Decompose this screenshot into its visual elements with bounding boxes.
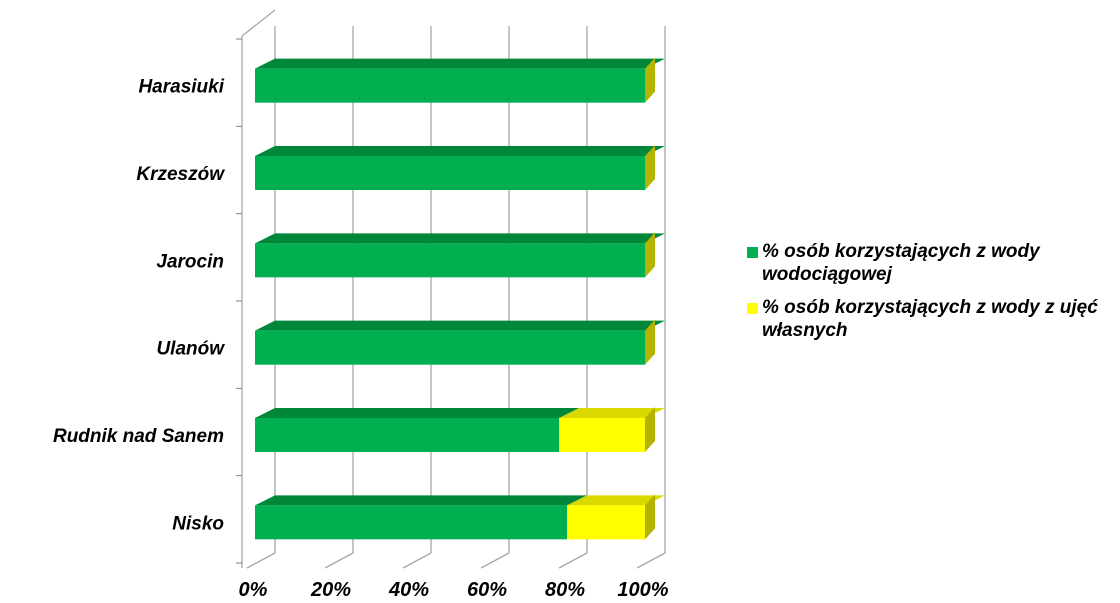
legend-item-tap-water: % osób korzystających z wody wodociągowe… <box>747 240 1117 286</box>
x-axis-tick-labels: 0% 20% 40% 60% 80% 100% <box>239 579 669 601</box>
bar-0-s0 <box>255 68 645 103</box>
bar-top-3-s0 <box>255 320 665 331</box>
x-tick-label-5: 100% <box>617 579 668 601</box>
bar-3-s0 <box>255 330 645 365</box>
legend-label-own-intake: % osób korzystających z wody z ujęć włas… <box>762 297 1098 341</box>
bar-side-0 <box>645 57 655 103</box>
legend-swatch-own-intake <box>747 303 758 314</box>
category-label-2: Jarocin <box>156 251 224 272</box>
legend-label-tap-water: % osób korzystających z wody wodociągowe… <box>762 241 1040 285</box>
category-labels: Harasiuki Krzeszów Jarocin Ulanów Rudnik nad… <box>53 77 225 535</box>
bar-side-5 <box>645 494 655 540</box>
bar-side-4 <box>645 407 655 452</box>
bar-4-s1 <box>559 418 645 452</box>
bar-5-s0 <box>255 505 567 540</box>
bar-side-1 <box>645 145 655 190</box>
legend-swatch-tap-water <box>747 247 758 258</box>
bar-2-s0 <box>255 243 645 278</box>
gridlines <box>241 9 666 569</box>
bar-1-s0 <box>255 156 645 190</box>
x-tick-label-3: 60% <box>467 579 507 601</box>
x-tick-label-4: 80% <box>545 579 585 601</box>
x-tick-label-1: 20% <box>310 579 351 601</box>
category-label-5: Nisko <box>172 513 224 534</box>
bar-top-4-s1 <box>559 408 665 418</box>
bar-side-3 <box>645 319 655 365</box>
category-label-3: Ulanów <box>156 339 225 360</box>
bar-top-1-s0 <box>255 146 665 156</box>
x-tick-label-2: 40% <box>388 579 429 601</box>
bar-top-5-s0 <box>255 495 587 506</box>
side-wall-top-edge <box>241 9 276 37</box>
bar-5-s1 <box>567 505 645 540</box>
bar-4-s0 <box>255 418 560 452</box>
floor-gridline-2 <box>402 552 432 569</box>
floor-gridline-3 <box>480 552 510 569</box>
bars <box>255 57 665 540</box>
category-label-4: Rudnik nad Sanem <box>53 426 224 447</box>
floor-gridline-4 <box>558 552 588 569</box>
legend: % osób korzystających z wody wodociągowe… <box>747 240 1117 352</box>
bar-top-0-s0 <box>255 58 665 69</box>
floor-gridline-0 <box>246 552 276 569</box>
x-tick-label-0: 0% <box>239 579 268 601</box>
bar-top-2-s0 <box>255 233 665 244</box>
bar-top-4-s0 <box>255 408 580 418</box>
category-label-0: Harasiuki <box>138 77 224 98</box>
bar-side-2 <box>645 232 655 278</box>
legend-item-own-intake: % osób korzystających z wody z ujęć włas… <box>747 296 1117 342</box>
y-axis-ticks <box>236 38 242 564</box>
bar-top-5-s1 <box>567 495 665 506</box>
floor-gridline-1 <box>324 552 354 569</box>
category-label-1: Krzeszów <box>136 164 225 185</box>
floor-gridline-5 <box>636 552 666 569</box>
